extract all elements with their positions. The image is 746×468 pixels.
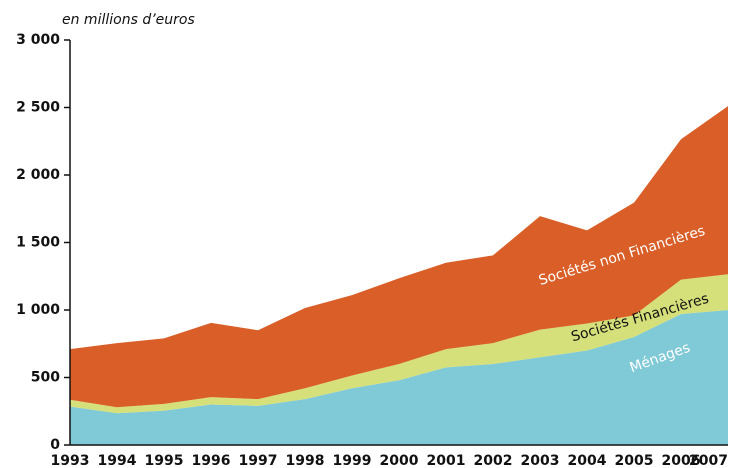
- x-tick-label: 2000: [380, 453, 419, 468]
- x-tick-label: 2004: [568, 453, 607, 468]
- x-tick-label: 2002: [474, 453, 513, 468]
- y-tick-label: 3 000: [16, 32, 60, 48]
- x-tick-label: 1999: [333, 453, 372, 468]
- x-tick-label: 2001: [427, 453, 466, 468]
- x-tick-label: 2007: [689, 453, 728, 468]
- x-tick-label: 2005: [615, 453, 654, 468]
- x-tick-label: 1994: [98, 453, 137, 468]
- x-tick-label: 1996: [192, 453, 231, 468]
- x-tick-label: 1997: [239, 453, 278, 468]
- area: [70, 274, 728, 414]
- x-tick-label: 1995: [145, 453, 184, 468]
- area: [70, 106, 728, 408]
- x-tick-label: 1993: [51, 453, 90, 468]
- y-tick-label: 0: [50, 437, 60, 453]
- chart-subtitle: en millions d’euros: [62, 12, 195, 28]
- y-tick-label: 500: [31, 370, 60, 386]
- y-tick-label: 1 500: [16, 235, 60, 251]
- x-tick-label: 2006: [662, 453, 701, 468]
- y-tick-label: 1 000: [16, 302, 60, 318]
- y-tick-label: 2 500: [16, 100, 60, 116]
- area: [70, 310, 728, 445]
- x-tick-label: 1998: [286, 453, 325, 468]
- y-tick-label: 2 000: [16, 167, 60, 183]
- x-tick-label: 2003: [521, 453, 560, 468]
